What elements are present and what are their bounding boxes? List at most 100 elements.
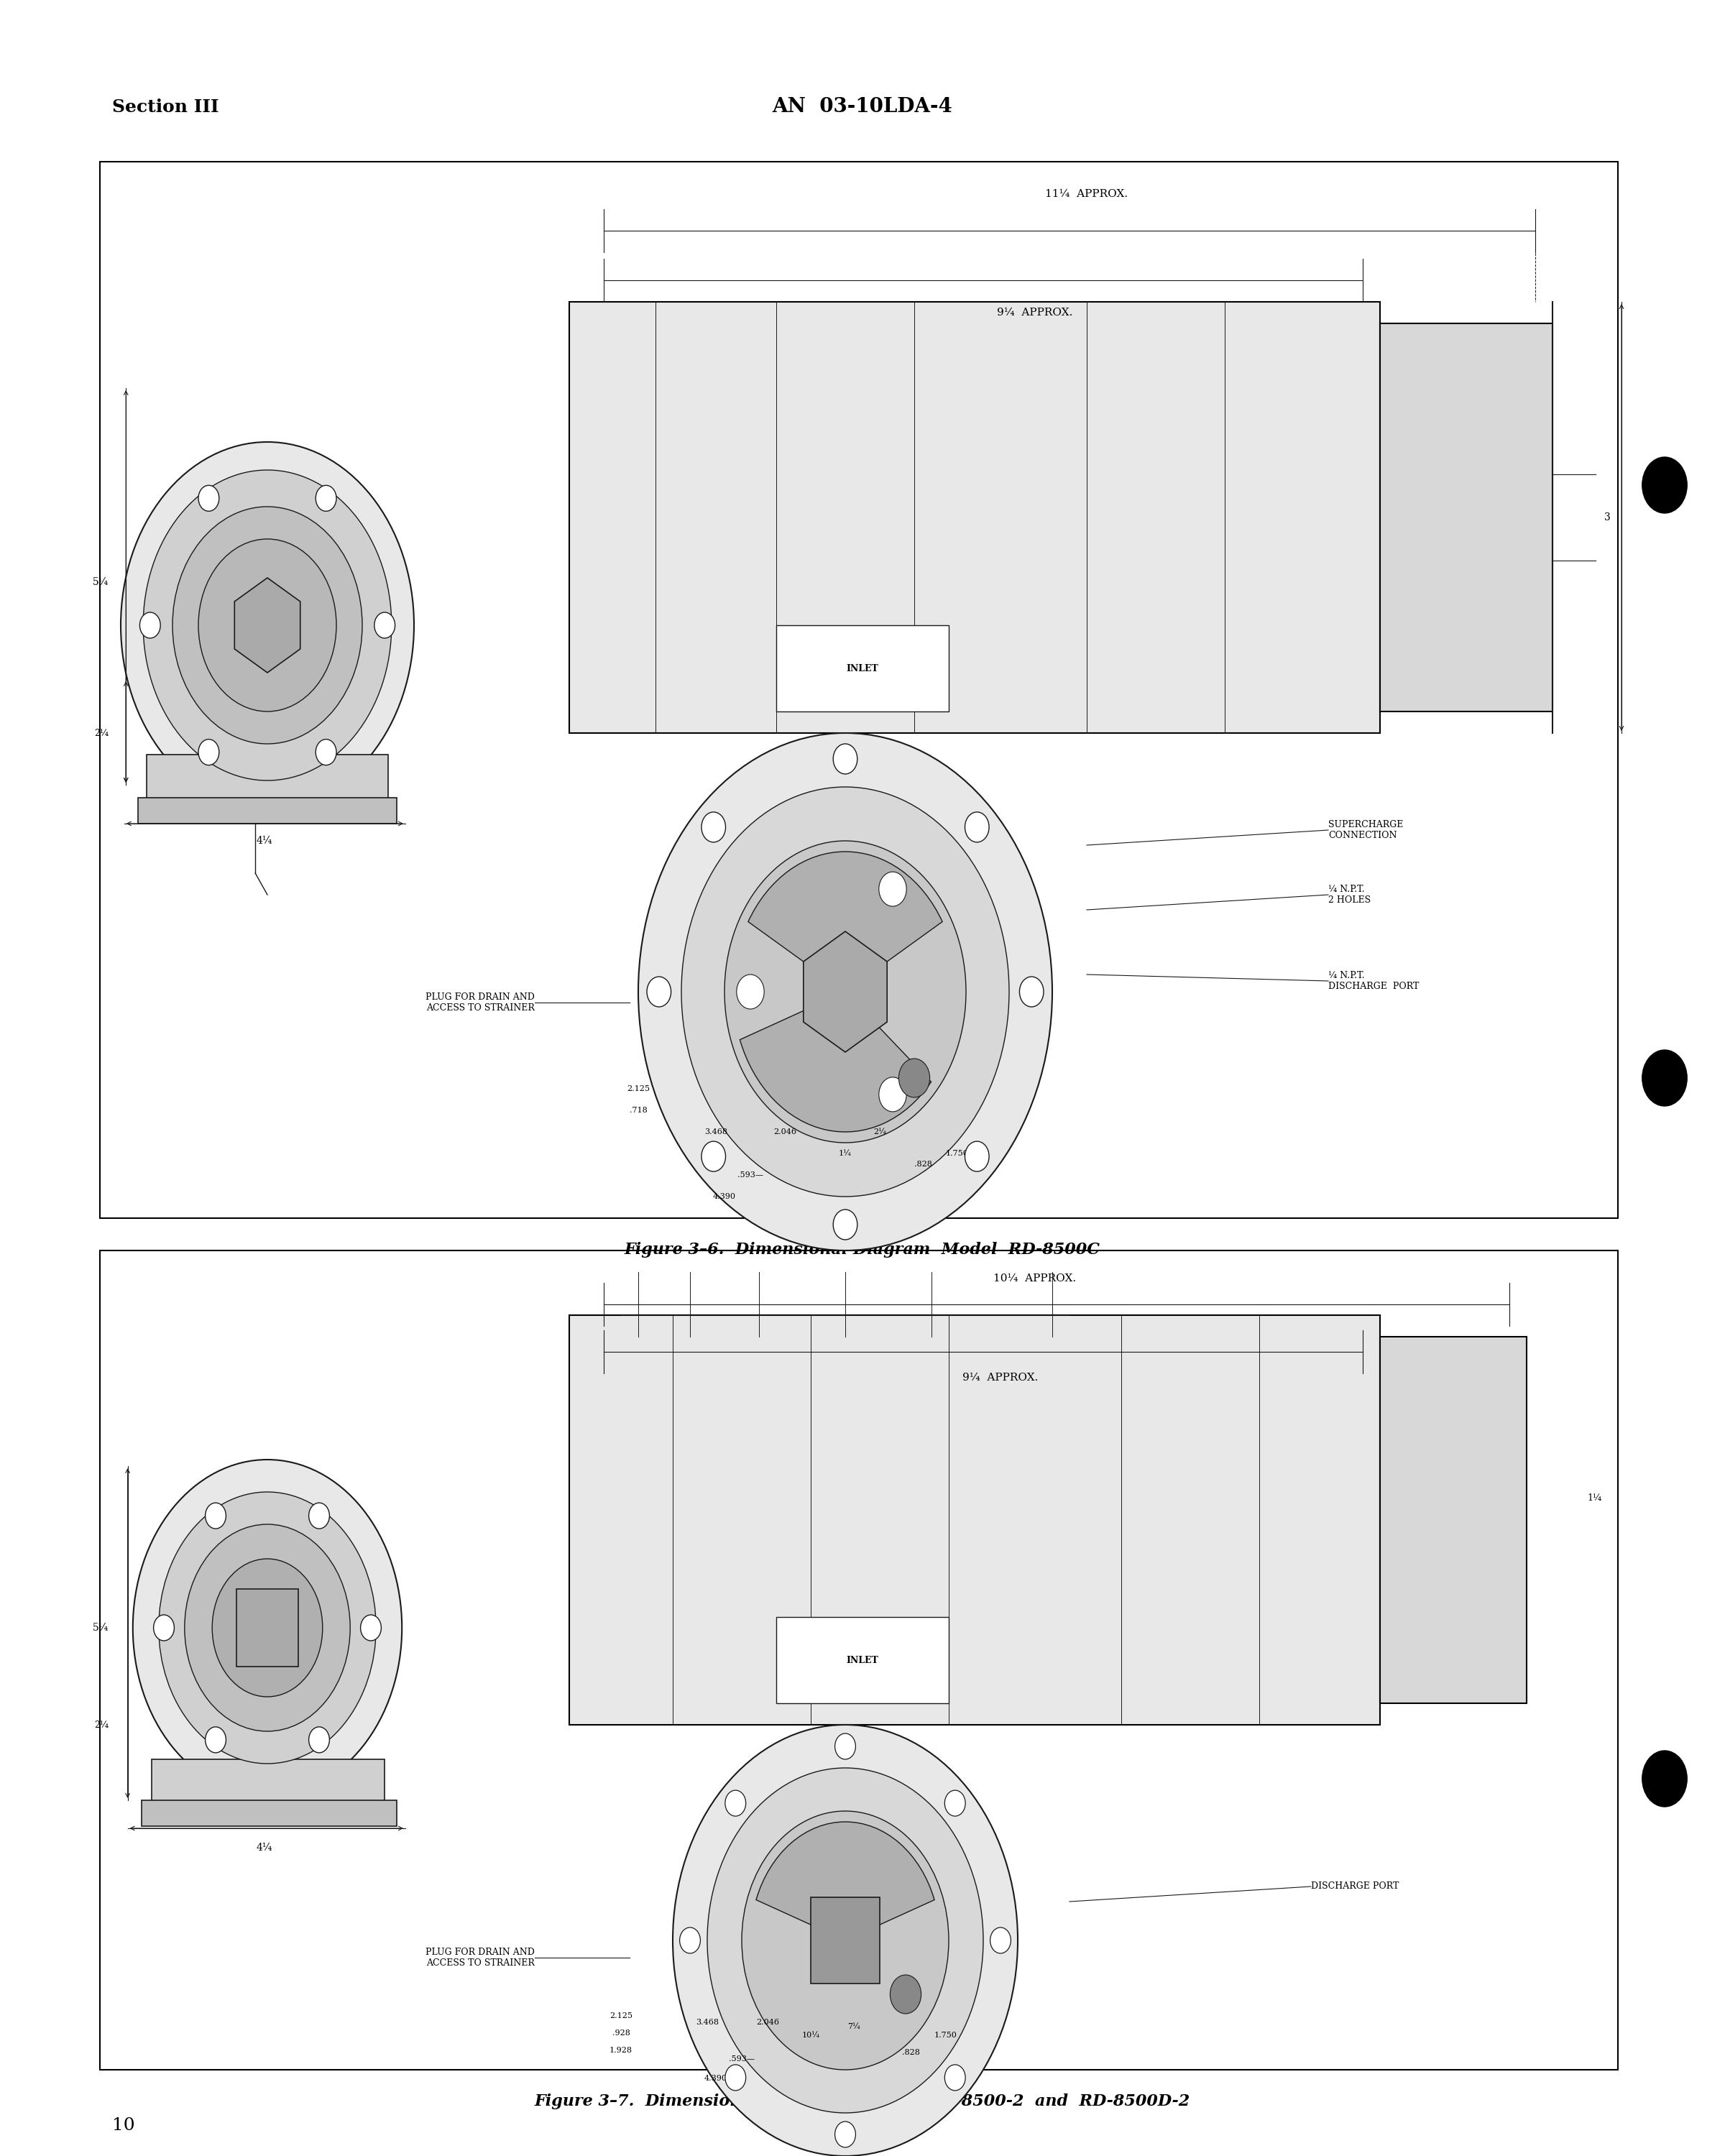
Circle shape <box>159 1492 376 1764</box>
Circle shape <box>833 744 857 774</box>
Text: 9¼  APPROX.: 9¼ APPROX. <box>997 308 1073 317</box>
Text: 2.125: 2.125 <box>626 1084 650 1093</box>
Text: 2.125: 2.125 <box>609 2012 633 2020</box>
Circle shape <box>154 1615 174 1641</box>
Circle shape <box>681 787 1009 1197</box>
Circle shape <box>990 1927 1011 1953</box>
Text: 3.468: 3.468 <box>695 2018 719 2027</box>
Text: INLET: INLET <box>847 664 878 673</box>
Text: .593—: .593— <box>730 2055 756 2063</box>
Wedge shape <box>756 1822 935 1930</box>
Circle shape <box>945 2065 966 2091</box>
Text: 5¼: 5¼ <box>93 578 109 586</box>
Circle shape <box>964 813 988 843</box>
Circle shape <box>121 442 414 808</box>
Text: 2¼: 2¼ <box>95 1720 109 1729</box>
Circle shape <box>724 841 966 1143</box>
Bar <box>1380 1337 1527 1703</box>
Circle shape <box>724 1789 745 1815</box>
Text: ¼ N.P.T.
DISCHARGE  PORT: ¼ N.P.T. DISCHARGE PORT <box>1328 970 1420 992</box>
Circle shape <box>212 1559 323 1697</box>
Text: 9¼  APPROX.: 9¼ APPROX. <box>963 1373 1038 1382</box>
Circle shape <box>724 2065 745 2091</box>
Text: Figure 3–7.  Dimensional Diagram  Models  RD-8500-2  and  RD-8500D-2: Figure 3–7. Dimensional Diagram Models R… <box>535 2093 1190 2109</box>
Circle shape <box>673 1725 1018 2156</box>
Circle shape <box>945 1789 966 1815</box>
Text: AN  03-10LDA-4: AN 03-10LDA-4 <box>773 97 952 116</box>
Text: 2¼: 2¼ <box>873 1128 887 1136</box>
Bar <box>1380 323 1552 711</box>
Circle shape <box>185 1524 350 1731</box>
Circle shape <box>899 1059 930 1097</box>
Bar <box>776 625 949 711</box>
Text: 7¼: 7¼ <box>847 2022 861 2031</box>
Text: 4.390: 4.390 <box>704 2074 728 2083</box>
Text: 10¼  APPROX.: 10¼ APPROX. <box>994 1274 1076 1283</box>
Text: 1¼: 1¼ <box>1587 1494 1601 1503</box>
Circle shape <box>198 740 219 765</box>
Polygon shape <box>235 578 300 673</box>
Wedge shape <box>749 852 942 970</box>
Circle shape <box>172 507 362 744</box>
Text: INLET: INLET <box>847 1656 878 1664</box>
Text: DISCHARGE PORT: DISCHARGE PORT <box>1311 1882 1399 1891</box>
Text: Section III: Section III <box>112 99 219 116</box>
Circle shape <box>702 813 726 843</box>
Bar <box>569 302 1380 733</box>
Circle shape <box>133 1460 402 1796</box>
Bar <box>100 162 1618 1218</box>
Bar <box>569 1315 1380 1725</box>
Circle shape <box>205 1727 226 1753</box>
Text: 2.046: 2.046 <box>756 2018 780 2027</box>
Polygon shape <box>804 931 887 1052</box>
Text: 4¼: 4¼ <box>255 837 273 845</box>
Text: .828: .828 <box>914 1160 932 1169</box>
Circle shape <box>890 1975 921 2014</box>
Circle shape <box>737 975 764 1009</box>
Text: 3: 3 <box>1604 513 1611 522</box>
Circle shape <box>1642 1050 1687 1106</box>
Text: 2.046: 2.046 <box>773 1128 797 1136</box>
Circle shape <box>374 612 395 638</box>
Circle shape <box>880 1078 907 1112</box>
Circle shape <box>638 733 1052 1250</box>
Circle shape <box>309 1727 329 1753</box>
Circle shape <box>1019 977 1044 1007</box>
Text: Figure 3–6.  Dimensional Diagram  Model  RD-8500C: Figure 3–6. Dimensional Diagram Model RD… <box>624 1242 1101 1257</box>
Text: 4¼: 4¼ <box>255 1843 273 1852</box>
Text: 3.468: 3.468 <box>704 1128 728 1136</box>
Circle shape <box>309 1503 329 1529</box>
Text: .593—: .593— <box>738 1171 762 1179</box>
Text: 10¼: 10¼ <box>802 2031 819 2040</box>
Text: PLUG FOR DRAIN AND
ACCESS TO STRAINER: PLUG FOR DRAIN AND ACCESS TO STRAINER <box>426 1947 535 1968</box>
Bar <box>236 1589 298 1667</box>
Circle shape <box>205 1503 226 1529</box>
Bar <box>141 1800 397 1826</box>
Circle shape <box>140 612 160 638</box>
Circle shape <box>964 1141 988 1171</box>
Circle shape <box>316 740 336 765</box>
Bar <box>147 755 388 808</box>
Circle shape <box>1642 457 1687 513</box>
Text: 5¼: 5¼ <box>93 1623 109 1632</box>
Circle shape <box>680 1927 700 1953</box>
Text: .828: .828 <box>902 2048 919 2057</box>
Circle shape <box>647 977 671 1007</box>
Text: 2¼: 2¼ <box>95 729 109 737</box>
Circle shape <box>198 485 219 511</box>
Circle shape <box>707 1768 983 2113</box>
Circle shape <box>198 539 336 711</box>
Text: PLUG FOR DRAIN AND
ACCESS TO STRAINER: PLUG FOR DRAIN AND ACCESS TO STRAINER <box>426 992 535 1013</box>
Text: 11¼  APPROX.: 11¼ APPROX. <box>1045 190 1128 198</box>
Text: .718: .718 <box>630 1106 647 1115</box>
Circle shape <box>1642 1751 1687 1807</box>
Bar <box>152 1759 385 1807</box>
Text: 1¼: 1¼ <box>838 1149 852 1158</box>
Text: 4.390: 4.390 <box>712 1192 737 1201</box>
Text: ¼ N.P.T.
2 HOLES: ¼ N.P.T. 2 HOLES <box>1328 884 1371 906</box>
Circle shape <box>742 1811 949 2070</box>
Wedge shape <box>740 1007 932 1132</box>
Circle shape <box>143 470 392 780</box>
Circle shape <box>833 1210 857 1240</box>
Text: 1.750: 1.750 <box>945 1149 969 1158</box>
